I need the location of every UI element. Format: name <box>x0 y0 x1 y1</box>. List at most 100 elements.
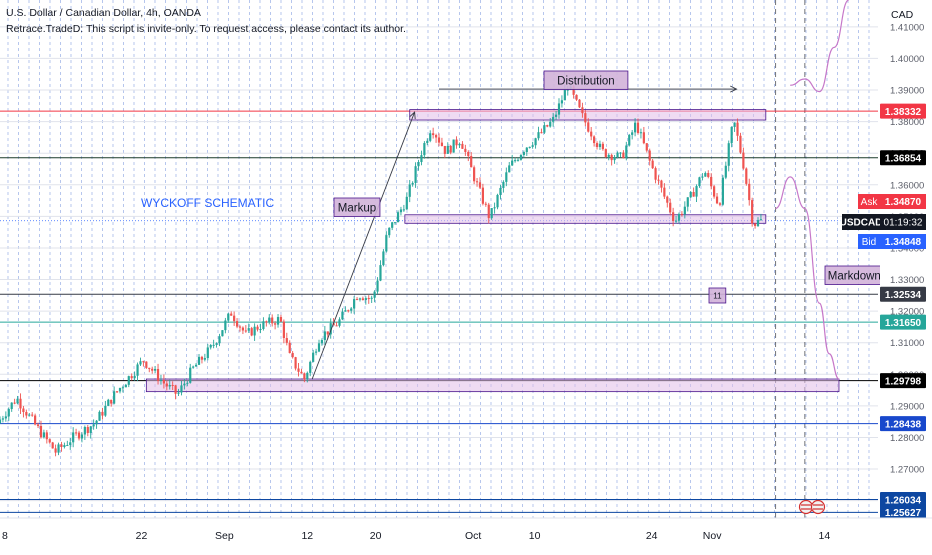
x-tick-label: 8 <box>2 530 8 542</box>
x-tick-label: Sep <box>215 530 234 542</box>
candle-body <box>528 146 531 148</box>
candle-body <box>183 383 186 386</box>
price-badge-label: 1.29798 <box>885 376 922 387</box>
candle-body <box>467 151 470 157</box>
candle-body <box>107 399 110 406</box>
candle-body <box>610 154 613 161</box>
candle-body <box>733 122 736 127</box>
candle-body <box>165 383 168 387</box>
candle-body <box>751 200 754 224</box>
candle-body <box>595 143 599 148</box>
candle-body <box>16 398 19 404</box>
candle-body <box>98 411 101 421</box>
candle-body <box>361 298 365 301</box>
candle-body <box>86 427 89 433</box>
candle-body <box>718 203 722 205</box>
candle-body <box>28 414 31 416</box>
candle-body <box>31 414 34 416</box>
candle-body <box>7 409 10 417</box>
candle-body <box>353 299 356 309</box>
candle-body <box>631 132 634 135</box>
candle-body <box>379 265 382 281</box>
candle-body <box>426 140 429 144</box>
candle-body <box>51 442 54 449</box>
candle-body <box>759 219 763 221</box>
candle-body <box>306 372 309 380</box>
price-badge-label: 1.31650 <box>885 318 922 329</box>
candle-body <box>110 399 113 404</box>
candle-body <box>227 313 230 321</box>
price-badge <box>880 416 926 432</box>
candle-body <box>127 376 130 385</box>
candle-body <box>437 137 441 143</box>
countdown-badge-bg <box>880 214 926 230</box>
distribution-resistance-zone <box>409 109 767 121</box>
candle-body <box>636 122 640 133</box>
bid-value: 1.34848 <box>885 237 922 248</box>
candle-body <box>519 155 523 160</box>
candle-body <box>48 439 51 443</box>
candle-body <box>575 94 578 100</box>
markup-arrow <box>311 111 416 380</box>
candle-body <box>0 419 2 424</box>
candle-body <box>756 220 760 226</box>
candle-body <box>312 352 315 362</box>
script-notice: Retrace.TradeD: This script is invite-on… <box>6 23 406 35</box>
candle-body <box>66 445 69 447</box>
candle-body <box>233 315 236 322</box>
candle-body <box>206 347 209 359</box>
candle-body <box>581 107 584 114</box>
candle-body <box>329 323 332 335</box>
candle-body <box>487 204 490 219</box>
candle-body <box>151 368 154 371</box>
candle-body <box>72 432 75 443</box>
candle-body <box>622 152 625 158</box>
candle-body <box>288 342 291 354</box>
candle-body <box>317 343 321 352</box>
candle-body <box>707 173 710 177</box>
candle-body <box>320 340 324 344</box>
candle-body <box>753 223 757 226</box>
candle-body <box>39 425 43 438</box>
y-tick-label: 1.41000 <box>890 22 924 33</box>
accumulation-zone <box>145 378 840 393</box>
candle-body <box>677 213 681 221</box>
candle-body <box>215 343 218 345</box>
candle-body <box>420 155 423 163</box>
x-tick-label: 12 <box>301 530 313 542</box>
candle-body <box>156 368 160 381</box>
candle-body <box>432 133 435 136</box>
candle-body <box>57 444 60 453</box>
wyckoff-label: WYCKOFF SCHEMATIC <box>141 196 274 210</box>
candle-body <box>388 227 391 236</box>
candle-body <box>549 121 552 127</box>
distribution-arrow-head <box>730 85 738 93</box>
candle-body <box>587 122 590 132</box>
symbol-badge: USDCAD <box>840 218 883 229</box>
candle-body <box>385 235 388 252</box>
candle-body <box>648 150 651 161</box>
candle-body <box>133 375 136 379</box>
candle-body <box>710 176 713 187</box>
candle-body <box>373 291 376 298</box>
x-tick-label: Oct <box>465 530 481 542</box>
candle-body <box>642 132 645 144</box>
candle-body <box>247 328 250 331</box>
candle-body <box>276 317 280 325</box>
candle-body <box>95 420 98 425</box>
candle-body <box>745 168 748 184</box>
candle-body <box>742 152 745 169</box>
candle-body <box>197 356 201 365</box>
candle-body <box>92 424 95 427</box>
price-badge-label: 1.36854 <box>885 154 922 165</box>
countdown-badge: 01:19:32 <box>884 218 923 229</box>
candle-body <box>13 402 16 404</box>
candle-body <box>399 209 403 213</box>
candle-body <box>525 147 528 153</box>
candle-body <box>633 122 637 133</box>
candle-body <box>80 434 84 439</box>
candle-body <box>265 321 268 323</box>
price-badge <box>880 103 926 119</box>
